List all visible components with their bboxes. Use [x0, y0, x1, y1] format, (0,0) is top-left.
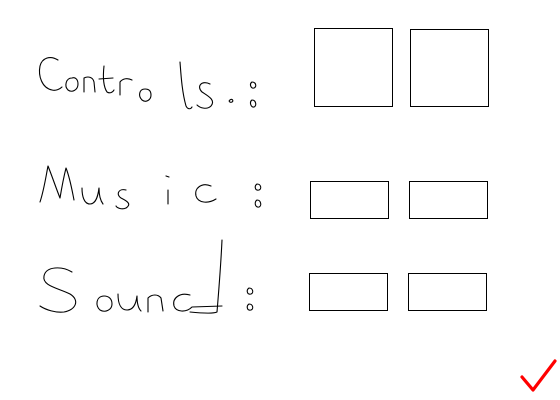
music-slot-1[interactable] — [310, 181, 389, 219]
controls-label — [40, 58, 256, 109]
controls-slot-2[interactable] — [410, 29, 489, 107]
confirm-button[interactable] — [518, 357, 558, 397]
sound-slot-1[interactable] — [309, 273, 388, 311]
music-label — [40, 166, 261, 209]
controls-slot-1[interactable] — [314, 28, 393, 107]
checkmark-icon — [518, 357, 558, 397]
sound-slot-2[interactable] — [408, 273, 487, 311]
music-slot-2[interactable] — [409, 181, 488, 219]
sound-label — [40, 240, 253, 313]
